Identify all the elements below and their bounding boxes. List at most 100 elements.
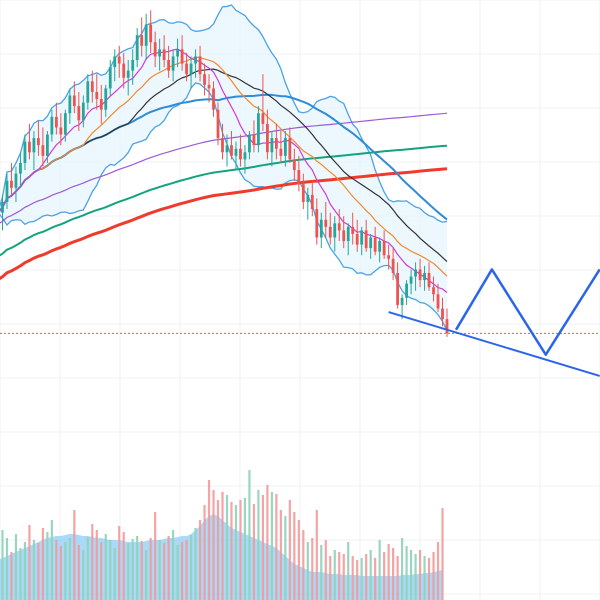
volume-bar — [180, 542, 184, 600]
volume-bar — [77, 545, 80, 600]
volume-bar — [82, 550, 85, 600]
volume-panel — [0, 470, 444, 600]
volume-bar — [73, 510, 76, 600]
volume-bar — [423, 556, 426, 600]
volume-bar — [154, 512, 157, 600]
volume-bar — [239, 500, 242, 600]
candle-body — [441, 308, 444, 320]
volume-bar — [216, 500, 220, 600]
candle-body — [176, 49, 179, 57]
volume-bar — [356, 560, 359, 600]
projection-zigzag-line — [454, 268, 600, 356]
candle-body — [378, 241, 382, 252]
candle-body — [14, 173, 18, 188]
volume-bar — [198, 520, 202, 600]
candle-body — [90, 81, 94, 92]
volume-bar — [167, 536, 170, 600]
volume-bar — [95, 530, 98, 600]
volume-bar — [207, 480, 211, 600]
candle-body — [122, 63, 126, 78]
volume-bar — [140, 541, 143, 600]
volume-bar — [275, 494, 278, 600]
candle-body — [351, 226, 355, 234]
volume-bar — [302, 530, 305, 600]
candle-body — [68, 95, 72, 114]
bollinger-upper-line — [0, 4, 448, 223]
volume-bar — [189, 535, 193, 600]
candle-body — [445, 319, 449, 334]
candle-body — [180, 49, 184, 64]
candle-body — [342, 230, 346, 242]
sma-20-line — [0, 56, 448, 277]
volume-bar — [293, 512, 296, 600]
volume-bar — [261, 495, 265, 600]
volume-bar — [158, 540, 161, 600]
volume-bar — [324, 540, 327, 600]
candle-body — [144, 24, 148, 46]
candle-body — [382, 241, 386, 256]
volume-bar — [37, 543, 40, 600]
volume-bar — [405, 546, 408, 600]
candle-body — [257, 113, 260, 146]
volume-bar — [91, 524, 94, 600]
candle-body — [131, 60, 135, 71]
candle-body — [72, 95, 76, 107]
candle-body — [23, 141, 27, 163]
candle-body — [333, 223, 337, 238]
candle-body — [328, 226, 332, 238]
candle-body — [108, 67, 112, 89]
candle-body — [158, 49, 162, 57]
candle-body — [95, 91, 99, 100]
candle-body — [225, 145, 229, 153]
volume-bar — [387, 544, 390, 600]
volume-bar — [86, 537, 89, 600]
candle-body — [140, 35, 144, 46]
candle-body — [364, 230, 368, 249]
candle-body — [149, 24, 153, 43]
volume-bar — [225, 495, 229, 600]
volume-bar — [347, 542, 350, 600]
candle-body — [306, 194, 310, 202]
volume-bar — [203, 505, 206, 600]
candle-body — [162, 49, 166, 60]
candle-body — [261, 113, 265, 124]
volume-bar — [351, 556, 354, 600]
candle-body — [418, 269, 422, 281]
candle-body — [396, 273, 400, 305]
candle-body — [414, 269, 417, 277]
candle-body — [279, 148, 283, 156]
candle-body — [391, 258, 395, 273]
candle-body — [436, 294, 440, 309]
candle-body — [10, 180, 13, 188]
volume-bar — [41, 528, 44, 600]
candle-body — [355, 233, 359, 245]
volume-bar — [46, 532, 49, 600]
volume-bar — [145, 550, 148, 600]
candle-body — [86, 81, 90, 103]
support-trendline — [388, 311, 600, 377]
volume-bar — [127, 543, 130, 600]
candle-body — [1, 202, 4, 213]
volume-bar — [243, 498, 247, 600]
candle-body — [203, 74, 206, 85]
volume-bar — [266, 485, 269, 600]
volume-bar — [360, 558, 363, 600]
candle-body — [198, 56, 202, 75]
volume-bar — [113, 548, 116, 600]
candle-body — [387, 255, 391, 259]
candle-body — [373, 237, 377, 252]
volume-bar — [396, 556, 399, 600]
volume-bar — [252, 504, 256, 600]
candle-body — [207, 84, 211, 89]
candle-body — [194, 56, 197, 64]
volume-bar — [1, 530, 4, 600]
volume-bar — [10, 552, 13, 600]
volume-bar — [68, 538, 71, 600]
candle-body — [37, 138, 40, 146]
volume-bar — [118, 526, 121, 600]
volume-bar — [441, 508, 444, 600]
candle-body — [5, 180, 9, 202]
candle-body — [288, 138, 292, 160]
candle-body — [292, 159, 296, 171]
volume-bar — [50, 520, 53, 600]
